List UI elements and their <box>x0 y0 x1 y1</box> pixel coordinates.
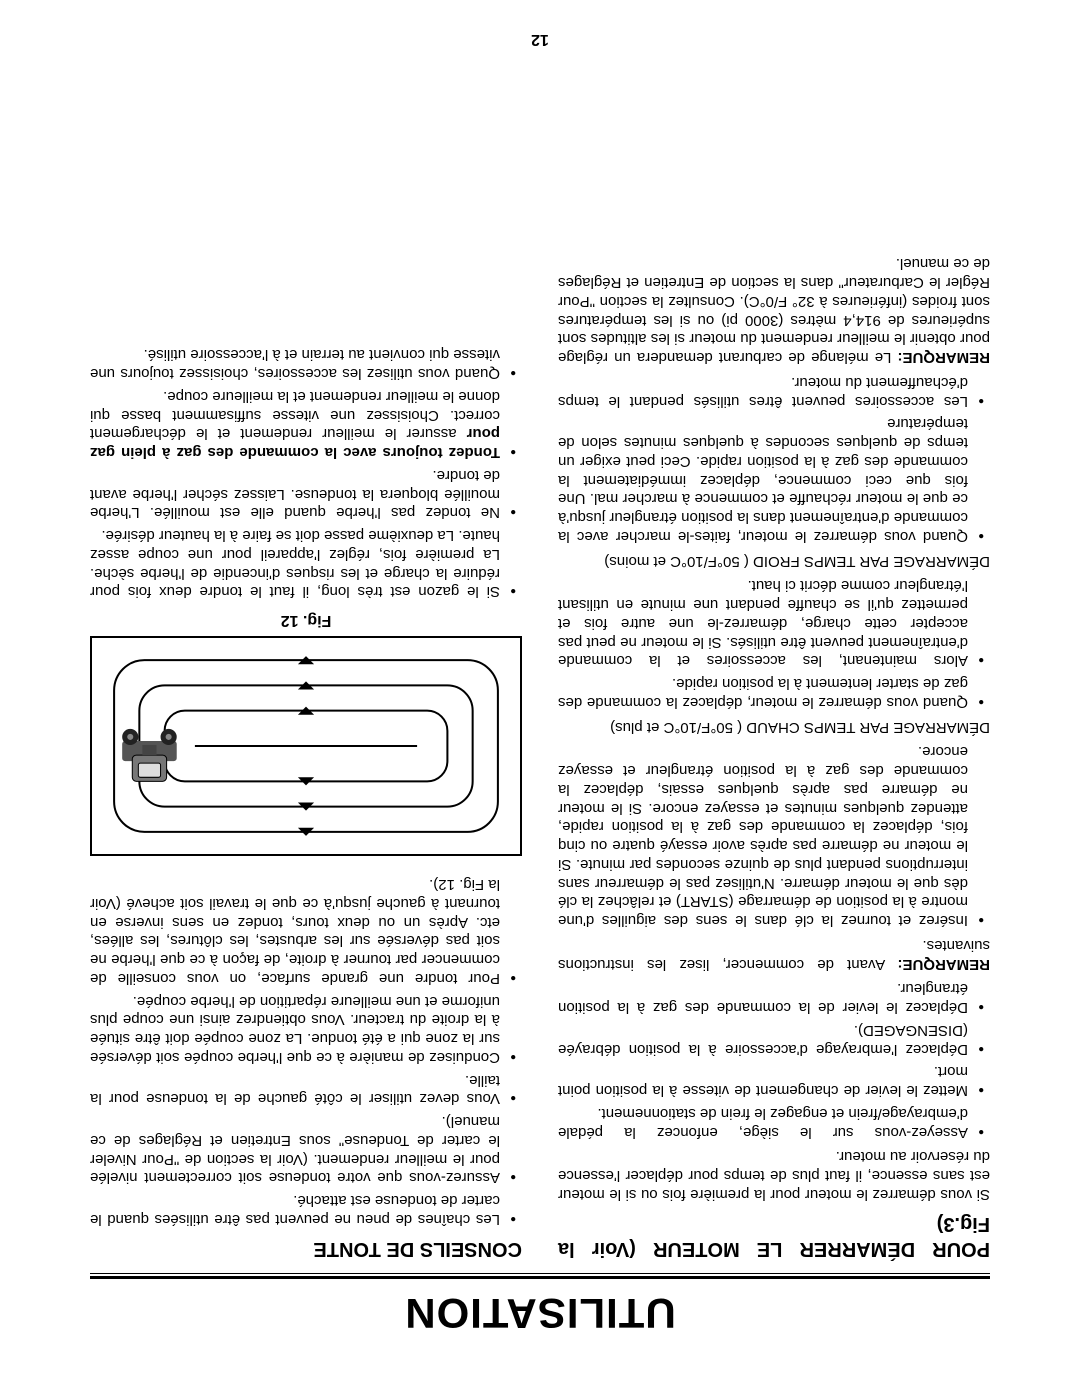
list-item: Déplacez le levier de la commande des ga… <box>558 979 990 1017</box>
list-item: Asseyez-vous sur le siège, enfoncez la p… <box>558 1103 990 1141</box>
list-item: Si le gazon est très long, il faut le to… <box>90 526 522 601</box>
chaud-heading: DÉMARRAGE PAR TEMPS CHAUD ( 50°F/10°C et… <box>558 717 990 736</box>
list-item: Quand vous utilisez les accessoires, cho… <box>90 345 522 383</box>
list-item: Les accessoires peuvent êtres utilisés p… <box>558 372 990 410</box>
list-item: Conduisez de manière à ce que l'herbe co… <box>90 991 522 1066</box>
list-item: Mettez le levier de changement de vitess… <box>558 1062 990 1100</box>
list-item: Insérez et tournez la clé dans le sens d… <box>558 742 990 930</box>
page-title: UTILISATION <box>90 1289 990 1337</box>
right-list-1: Les chaînes de pneu ne peuvent pas être … <box>90 875 522 1229</box>
list-item: Ne tondez pas l'herbe quand elle est mou… <box>90 465 522 521</box>
left-list-3: Quand vous démarrez le moteur, déplacez … <box>558 576 990 711</box>
remarque-2: REMARQUE: Le mélange de carburant demand… <box>558 254 990 367</box>
froid-heading: DÉMARRAGE PAR TEMPS FROID ( 50°F/10°C et… <box>558 551 990 570</box>
list-item: Assurez-vous que votre tondeuse soit cor… <box>90 1112 522 1187</box>
list-item: Pour tondre une grande surface, on vous … <box>90 875 522 988</box>
list-item: Les chaînes de pneu ne peuvent pas être … <box>90 1191 522 1229</box>
left-heading: POUR DÉMARRER LE MOTEUR (Voir la Fig.3) <box>558 1211 990 1261</box>
list-item: Alors maintenant, les accessoires et la … <box>558 576 990 670</box>
left-list-1: Asseyez-vous sur le siège, enfoncez la p… <box>558 979 990 1141</box>
list-item: Déplacez l'embrayage d'accessoire à la p… <box>558 1020 990 1058</box>
right-heading: CONSEILS DE TONTE <box>90 1236 522 1261</box>
left-list-4: Quand vous démarrez le moteur, faites-le… <box>558 372 990 545</box>
list-item: Quand vous démarrez le moteur, faites-le… <box>558 414 990 545</box>
list-item: Vous devez utiliser le côté gauche de la… <box>90 1070 522 1108</box>
figure-12 <box>90 637 522 857</box>
remarque-1: REMARQUE: Avant de commencer, lisez les … <box>558 935 990 973</box>
rule-thick <box>90 1276 990 1279</box>
page-number: 12 <box>90 30 990 68</box>
left-intro: Si vous démarrez le moteur pour la premi… <box>558 1147 990 1203</box>
mowing-path-diagram <box>104 651 508 843</box>
left-column: POUR DÉMARRER LE MOTEUR (Voir la Fig.3) … <box>558 248 990 1263</box>
list-item: Tondez toujours avec la commande des gaz… <box>90 386 522 461</box>
figure-caption: Fig. 12 <box>90 611 522 631</box>
rule-thin <box>90 1273 990 1274</box>
right-list-2: Si le gazon est très long, il faut le to… <box>90 345 522 601</box>
left-list-2: Insérez et tournez la clé dans le sens d… <box>558 742 990 930</box>
right-column: CONSEILS DE TONTE Les chaînes de pneu ne… <box>90 248 522 1263</box>
list-item: Quand vous démarrez le moteur, déplacez … <box>558 674 990 712</box>
